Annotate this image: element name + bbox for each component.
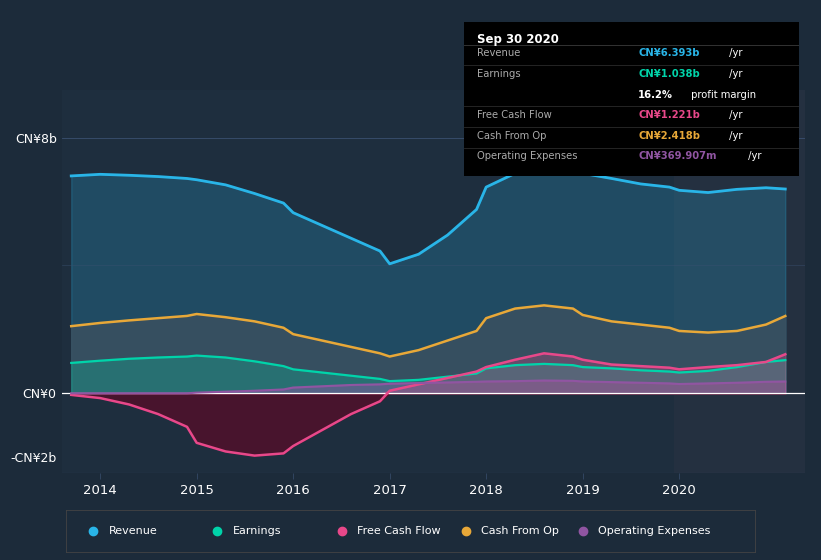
Bar <box>674 90 805 473</box>
Text: CN¥1.221b: CN¥1.221b <box>638 110 700 120</box>
Text: Revenue: Revenue <box>108 526 157 535</box>
Text: Cash From Op: Cash From Op <box>481 526 559 535</box>
Text: CN¥2.418b: CN¥2.418b <box>638 131 700 141</box>
Text: Sep 30 2020: Sep 30 2020 <box>477 33 559 46</box>
Text: /yr: /yr <box>745 151 761 161</box>
Text: Free Cash Flow: Free Cash Flow <box>477 110 552 120</box>
Text: Operating Expenses: Operating Expenses <box>477 151 578 161</box>
Text: CN¥369.907m: CN¥369.907m <box>638 151 717 161</box>
Text: CN¥1.038b: CN¥1.038b <box>638 69 699 79</box>
Text: Operating Expenses: Operating Expenses <box>598 526 710 535</box>
Text: 16.2%: 16.2% <box>638 90 673 100</box>
Text: /yr: /yr <box>726 49 742 58</box>
Text: CN¥6.393b: CN¥6.393b <box>638 49 699 58</box>
Text: profit margin: profit margin <box>688 90 756 100</box>
Text: Earnings: Earnings <box>477 69 521 79</box>
Text: Cash From Op: Cash From Op <box>477 131 547 141</box>
Text: /yr: /yr <box>726 69 742 79</box>
Text: Free Cash Flow: Free Cash Flow <box>356 526 440 535</box>
Text: /yr: /yr <box>726 110 742 120</box>
Text: Earnings: Earnings <box>232 526 281 535</box>
Text: Revenue: Revenue <box>477 49 521 58</box>
Text: /yr: /yr <box>726 131 742 141</box>
